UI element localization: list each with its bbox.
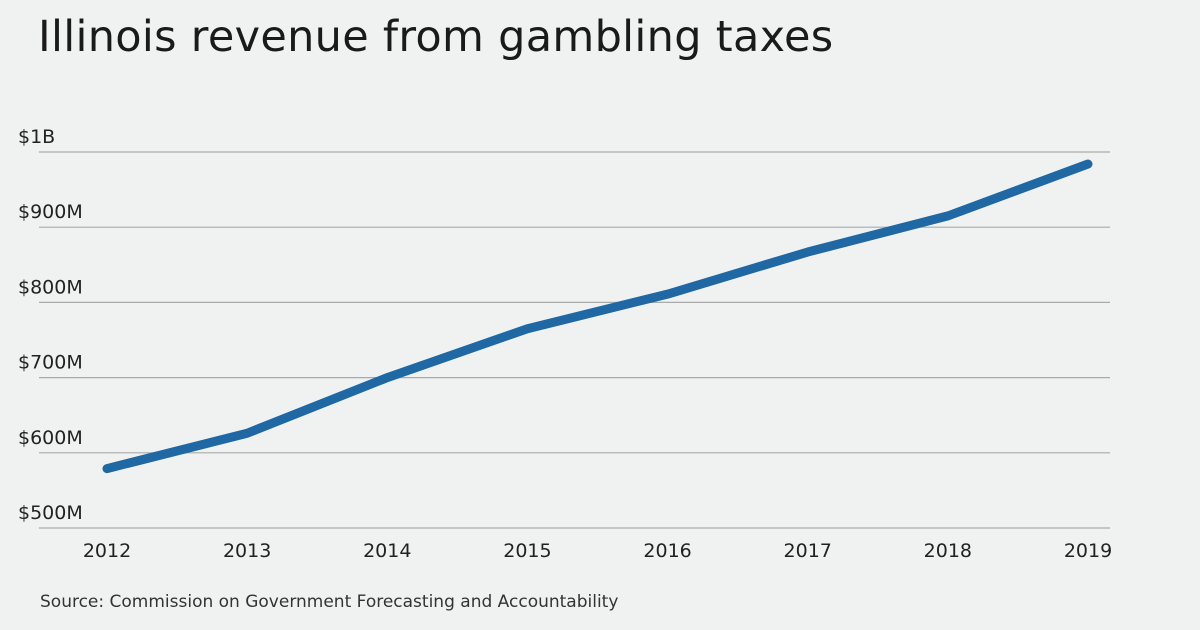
x-tick-label: 2012 bbox=[83, 540, 131, 562]
y-tick-label: $800M bbox=[18, 276, 83, 298]
y-tick-label: $1B bbox=[18, 126, 55, 148]
x-tick-label: 2016 bbox=[643, 540, 691, 562]
y-tick-label: $500M bbox=[18, 502, 83, 524]
x-tick-label: 2014 bbox=[363, 540, 411, 562]
y-tick-label: $700M bbox=[18, 352, 83, 374]
chart-title: Illinois revenue from gambling taxes bbox=[38, 12, 834, 62]
x-tick-label: 2015 bbox=[503, 540, 551, 562]
y-tick-label: $900M bbox=[18, 201, 83, 223]
x-tick-label: 2017 bbox=[784, 540, 832, 562]
y-tick-label: $600M bbox=[18, 427, 83, 449]
x-tick-label: 2013 bbox=[223, 540, 271, 562]
series-line bbox=[102, 159, 1093, 474]
x-tick-label: 2018 bbox=[924, 540, 972, 562]
x-tick-label: 2019 bbox=[1064, 540, 1112, 562]
source-note: Source: Commission on Government Forecas… bbox=[40, 592, 619, 612]
